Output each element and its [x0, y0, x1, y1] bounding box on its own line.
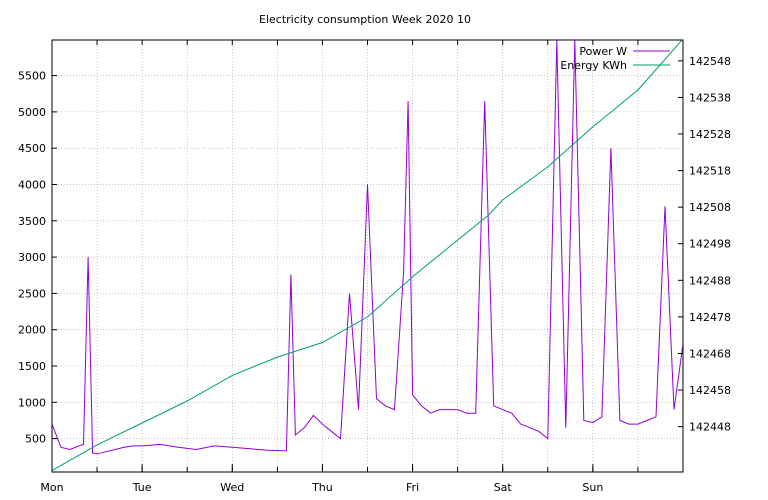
axis-ticks: 500 1000 1500 2000 2500 3000 3500 4000 4500 5000 5… [18, 40, 731, 494]
legend-label-energy: Energy KWh [560, 59, 627, 72]
y-right-tick-label: 142448 [689, 421, 731, 434]
y-left-tick-label: 2000 [18, 324, 46, 337]
y-left-tick-label: 500 [25, 433, 46, 446]
y-right-tick-label: 142458 [689, 384, 731, 397]
y-right-tick-label: 142468 [689, 347, 731, 360]
x-tick-label: Sun [582, 481, 603, 494]
series-line-energy [52, 40, 683, 471]
x-tick-label: Sat [494, 481, 513, 494]
chart-title: Electricity consumption Week 2020 10 [259, 13, 471, 26]
y-left-tick-label: 1500 [18, 360, 46, 373]
legend-label-power: Power W [579, 45, 627, 58]
y-right-tick-label: 142498 [689, 238, 731, 251]
y-right-tick-label: 142528 [689, 128, 731, 141]
y-left-tick-label: 5500 [18, 70, 46, 83]
y-left-tick-label: 4000 [18, 178, 46, 191]
y-right-tick-label: 142508 [689, 201, 731, 214]
y-right-tick-label: 142478 [689, 311, 731, 324]
y-right-tick-label: 142538 [689, 91, 731, 104]
y-right-tick-label: 142518 [689, 165, 731, 178]
series-line-power [52, 40, 683, 455]
series-lines [52, 40, 683, 471]
y-left-tick-label: 5000 [18, 106, 46, 119]
x-tick-label: Tue [132, 481, 152, 494]
y-right-tick-label: 142548 [689, 55, 731, 68]
x-tick-label: Mon [40, 481, 63, 494]
y-left-tick-label: 1000 [18, 396, 46, 409]
y-left-tick-label: 2500 [18, 287, 46, 300]
grid-lines [52, 40, 683, 472]
x-tick-label: Fri [406, 481, 419, 494]
y-left-tick-label: 3500 [18, 215, 46, 228]
legend: Power W Energy KWh [560, 45, 670, 72]
y-right-tick-label: 142488 [689, 274, 731, 287]
y-left-tick-label: 4500 [18, 142, 46, 155]
x-tick-label: Thu [311, 481, 333, 494]
x-tick-label: Wed [220, 481, 244, 494]
y-left-tick-label: 3000 [18, 251, 46, 264]
